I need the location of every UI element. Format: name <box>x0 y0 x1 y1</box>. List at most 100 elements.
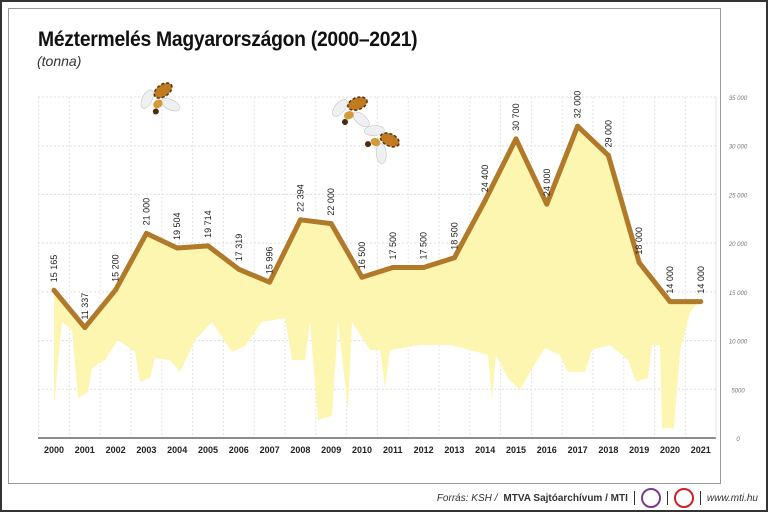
data-point <box>667 299 673 305</box>
data-label: 11 337 <box>80 293 90 320</box>
data-label: 14 000 <box>665 266 675 294</box>
chart-unit: (tonna) <box>37 53 82 69</box>
x-tick-label: 2020 <box>660 445 680 455</box>
bee-icon <box>332 96 370 128</box>
x-tick-label: 2013 <box>444 445 464 455</box>
data-point <box>390 265 396 270</box>
data-point <box>482 197 488 203</box>
data-label: 18 500 <box>449 222 459 250</box>
data-label: 17 319 <box>234 234 244 262</box>
y-tick-label: 30 000 <box>729 145 748 151</box>
website-link[interactable]: www.mti.hu <box>706 492 758 504</box>
x-tick-label: 2011 <box>383 445 403 455</box>
bee-wing <box>375 143 387 164</box>
source-prefix: Forrás: KSH / <box>436 492 498 504</box>
data-point <box>359 274 365 280</box>
x-tick-label: 2015 <box>506 445 526 455</box>
data-point <box>267 279 273 285</box>
bee-head <box>341 118 348 125</box>
chart-title: Méztermelés Magyarországon (2000–2021) <box>38 28 418 51</box>
bee-wing <box>140 89 154 109</box>
data-label: 30 700 <box>511 103 521 131</box>
divider <box>633 491 635 505</box>
data-label: 24 000 <box>542 169 552 197</box>
bee-wing <box>352 111 370 128</box>
x-tick-label: 2021 <box>691 445 711 455</box>
y-tick-label: 5000 <box>731 388 745 394</box>
divider <box>699 491 701 505</box>
divider <box>666 491 668 505</box>
data-point <box>636 260 642 266</box>
x-tick-label: 2018 <box>598 445 618 455</box>
data-label: 22 394 <box>295 184 305 212</box>
data-label: 19 714 <box>203 210 213 238</box>
data-label: 15 200 <box>111 254 121 282</box>
data-label: 18 000 <box>634 227 644 255</box>
x-tick-label: 2016 <box>537 445 557 455</box>
x-tick-label: 2006 <box>229 445 249 455</box>
data-label: 24 400 <box>480 165 490 193</box>
x-tick-label: 2009 <box>321 445 341 455</box>
x-tick-label: 2010 <box>352 445 372 455</box>
bee-wing <box>364 125 385 136</box>
y-tick-label: 20 000 <box>728 242 748 248</box>
data-label: 17 500 <box>419 232 429 260</box>
data-point <box>51 287 57 293</box>
x-tick-label: 2004 <box>167 445 187 455</box>
bee-abdomen <box>347 96 368 111</box>
bee-head <box>152 108 159 115</box>
data-point <box>544 201 550 207</box>
bee-icon <box>364 125 400 164</box>
x-tick-label: 2017 <box>568 445 588 455</box>
x-tick-label: 2002 <box>106 445 126 455</box>
production-line <box>52 123 701 331</box>
data-label: 22 000 <box>326 188 336 216</box>
bee-icon <box>140 82 181 115</box>
x-tick-label: 2005 <box>198 445 218 455</box>
data-point <box>605 152 611 158</box>
y-tick-label: 35 000 <box>729 96 748 102</box>
bee-thorax <box>344 111 354 120</box>
x-tick-label: 2012 <box>414 445 434 455</box>
data-point <box>205 243 211 249</box>
y-tick-label: 0 <box>736 437 740 443</box>
data-point <box>82 325 88 331</box>
bee-thorax <box>370 137 381 147</box>
x-tick-label: 2014 <box>475 445 495 455</box>
mtva-logo <box>640 488 661 508</box>
data-point <box>575 123 581 129</box>
footer: Forrás: KSH / MTVA Sajtóarchívum / MTI w… <box>437 488 758 508</box>
data-point <box>174 245 180 251</box>
x-tick-label: 2007 <box>260 445 280 455</box>
data-label: 15 165 <box>49 255 59 283</box>
bee-wing <box>161 98 181 112</box>
data-point <box>698 299 704 305</box>
x-tick-label: 2008 <box>290 445 310 455</box>
x-tick-label: 2000 <box>44 445 64 455</box>
bee-head <box>364 141 371 148</box>
data-label: 29 000 <box>603 120 613 148</box>
data-label: 21 000 <box>141 198 151 226</box>
y-tick-label: 15 000 <box>729 291 748 297</box>
data-label: 32 000 <box>573 91 583 119</box>
data-point <box>513 136 519 142</box>
data-point <box>451 255 457 261</box>
x-tick-label: 2003 <box>136 445 156 455</box>
data-point <box>328 221 334 227</box>
bee-wing <box>332 99 348 117</box>
data-point <box>297 217 303 223</box>
data-label: 17 500 <box>388 232 398 260</box>
x-tick-label: 2019 <box>629 445 649 455</box>
bee-abdomen <box>379 132 400 148</box>
bee-abdomen <box>153 82 173 99</box>
source-bold: MTVA Sajtóarchívum / MTI <box>503 492 628 504</box>
data-label: 19 504 <box>172 212 182 240</box>
data-label: 15 996 <box>265 247 275 275</box>
y-tick-label: 25 000 <box>728 193 748 199</box>
mti-logo <box>673 488 694 508</box>
data-point <box>421 265 427 270</box>
x-tick-label: 2001 <box>75 445 95 455</box>
honey-area <box>54 126 701 428</box>
